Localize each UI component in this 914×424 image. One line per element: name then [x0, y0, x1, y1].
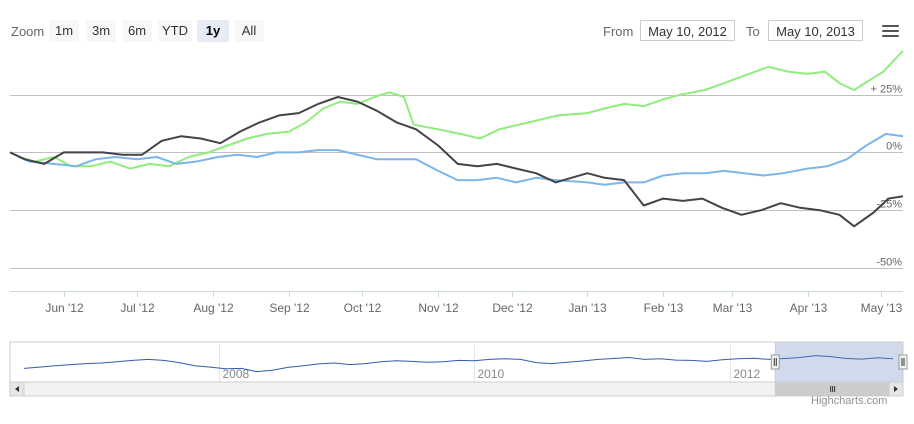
- navigator: 2008 2010 2012: [9, 341, 908, 383]
- scrollbar[interactable]: [9, 381, 904, 397]
- from-label: From: [603, 24, 634, 39]
- series-line-2[interactable]: [9, 132, 904, 186]
- to-date-input[interactable]: May 10, 2013: [768, 20, 863, 41]
- navigator-selected-range[interactable]: [774, 341, 904, 383]
- x-tick-label: Aug '12: [193, 301, 234, 315]
- navigator-year-label: 2012: [734, 367, 761, 381]
- y-axis-labels: + 25% 0% -25% -50%: [871, 84, 903, 269]
- x-tick-label: Feb '13: [644, 301, 684, 315]
- navigator-year-grid: 2008 2010 2012: [219, 342, 761, 382]
- navigator-left-handle[interactable]: [770, 354, 780, 370]
- x-tick-label: Dec '12: [492, 301, 533, 315]
- to-label: To: [746, 24, 760, 39]
- series-lines: [9, 50, 904, 228]
- x-tick-label: Apr '13: [790, 301, 828, 315]
- x-tick-label: Mar '13: [713, 301, 753, 315]
- navigator-year-label: 2010: [478, 367, 505, 381]
- series-line-3[interactable]: [9, 96, 904, 228]
- navigator-year-label: 2008: [223, 367, 250, 381]
- grid-lines: [10, 95, 903, 269]
- navigator-right-handle[interactable]: [898, 354, 908, 370]
- navigator-series-line: [23, 355, 894, 373]
- zoom-3m-button[interactable]: 3m: [86, 20, 116, 42]
- zoom-all-button[interactable]: All: [234, 20, 264, 42]
- scrollbar-track[interactable]: [9, 381, 904, 397]
- series-line-1[interactable]: [9, 50, 904, 170]
- scroll-left-arrow-icon: [15, 386, 19, 392]
- x-tick-label: Jun '12: [45, 301, 84, 315]
- x-tick-label: Jul '12: [120, 301, 155, 315]
- y-tick-label: -25%: [876, 199, 902, 211]
- x-tick-label: Oct '12: [344, 301, 382, 315]
- scroll-right-arrow-icon: [894, 386, 898, 392]
- navigator-handles[interactable]: [770, 354, 908, 370]
- x-tick-label: Jan '13: [568, 301, 607, 315]
- y-tick-label: 0%: [886, 141, 902, 153]
- x-axis-ticks: [64, 291, 882, 297]
- zoom-1y-button[interactable]: 1y: [197, 20, 229, 42]
- navigator-outline: [9, 341, 904, 383]
- y-tick-label: -50%: [876, 257, 902, 269]
- zoom-ytd-button[interactable]: YTD: [158, 20, 192, 42]
- x-tick-label: Nov '12: [418, 301, 459, 315]
- zoom-6m-button[interactable]: 6m: [122, 20, 152, 42]
- scrollbar-grip-icon: [830, 386, 836, 392]
- from-date-input[interactable]: May 10, 2012: [640, 20, 735, 41]
- credits-link[interactable]: Highcharts.com: [811, 395, 888, 407]
- zoom-1m-button[interactable]: 1m: [49, 20, 79, 42]
- zoom-label: Zoom: [11, 24, 45, 39]
- x-tick-label: May '13: [861, 301, 903, 315]
- x-tick-label: Sep '12: [269, 301, 310, 315]
- x-axis-labels: Jun '12 Jul '12 Aug '12 Sep '12 Oct '12 Nov '…: [45, 301, 902, 315]
- hamburger-menu-icon[interactable]: [882, 25, 899, 39]
- range-selector: Zoom 1m 3m 6m YTD 1y All From May 10, 20…: [0, 0, 914, 60]
- y-tick-label: + 25%: [871, 84, 903, 96]
